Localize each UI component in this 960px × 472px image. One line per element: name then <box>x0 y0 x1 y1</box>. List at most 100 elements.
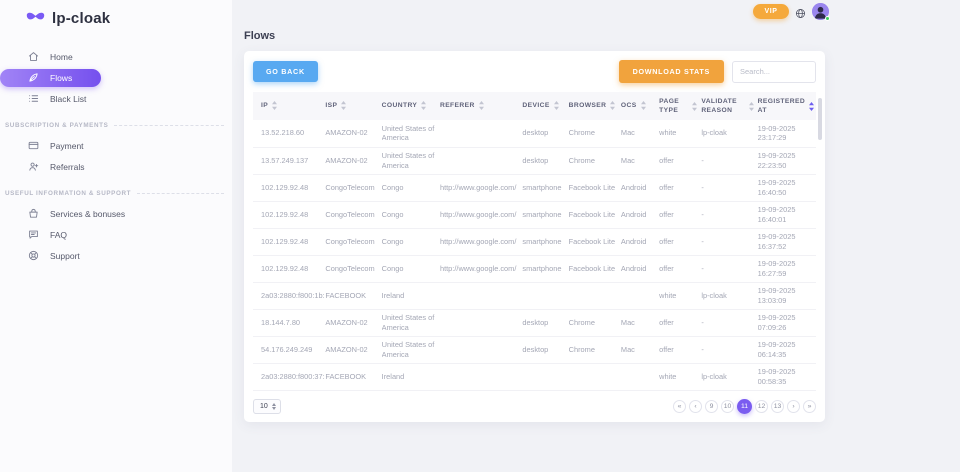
sidebar-item-payment[interactable]: Payment <box>0 136 232 156</box>
table-row[interactable]: 2a03:2880:f800:1b:: FACEBOOK Ireland whi… <box>253 282 816 310</box>
cell-browser: Chrome <box>568 120 621 148</box>
table-row[interactable]: 13.57.249.137 AMAZON-02 United States of… <box>253 147 816 175</box>
pagination-last-button[interactable]: » <box>803 399 816 413</box>
sidebar-item-services[interactable]: Services & bonuses <box>0 204 232 224</box>
table-column-header[interactable]: IP <box>253 92 326 120</box>
column-label: PAGE TYPE <box>659 97 680 114</box>
sort-icon[interactable] <box>421 101 427 111</box>
download-stats-button[interactable]: DOWNLOAD STATS <box>618 60 724 83</box>
cell-ocs <box>620 282 660 310</box>
column-label: COUNTRY <box>381 102 418 110</box>
page-number-button[interactable]: 10 <box>721 399 734 413</box>
cell-browser: Facebook Lite <box>568 201 621 229</box>
go-back-button[interactable]: GO BACK <box>253 61 318 82</box>
pagination: « ‹ 9 10 11 12 13 › » <box>673 398 816 414</box>
pagination-first-button[interactable]: « <box>673 399 686 413</box>
sidebar-item-blacklist[interactable]: Black List <box>0 89 232 109</box>
table-column-header[interactable]: DEVICE <box>522 92 569 120</box>
page-number-button[interactable]: 11 <box>737 398 752 414</box>
page-number-button[interactable]: 12 <box>755 399 768 413</box>
table-column-header[interactable]: OCS <box>620 92 660 120</box>
column-label: BROWSER <box>568 102 607 110</box>
cell-ocs: Mac <box>620 336 660 364</box>
vip-button[interactable]: VIP <box>753 4 789 19</box>
page-number-button[interactable]: 9 <box>705 399 718 413</box>
cell-ip: 2a03:2880:f800:1b:: <box>253 282 326 310</box>
cell-isp: AMAZON-02 <box>325 120 382 148</box>
cell-referer: http://www.google.com/ <box>439 255 523 283</box>
table-column-header[interactable]: REGISTERED AT <box>757 92 816 120</box>
cell-browser: Facebook Lite <box>568 228 621 256</box>
cell-validate-reason: lp-cloak <box>701 363 758 391</box>
stepper-icon <box>271 402 276 410</box>
sort-icon[interactable] <box>748 101 754 111</box>
page-number-button[interactable]: 13 <box>771 399 784 413</box>
table-row[interactable]: 2a03:2880:f800:37:: FACEBOOK Ireland whi… <box>253 363 816 391</box>
cell-device: smartphone <box>522 201 569 229</box>
table-row[interactable]: 13.52.218.60 AMAZON-02 United States of … <box>253 120 816 148</box>
sort-icon[interactable] <box>478 101 484 111</box>
search-input[interactable] <box>732 60 816 83</box>
cell-registered-at: 19-09-2025 22:23:50 <box>757 147 816 175</box>
main-content: Flows GO BACK DOWNLOAD STATS IP ISP <box>244 30 825 422</box>
table-row[interactable]: 102.129.92.48 CongoTelecom Congo http://… <box>253 255 816 283</box>
table-column-header[interactable]: BROWSER <box>568 92 621 120</box>
column-label: ISP <box>325 102 338 110</box>
table-column-header[interactable]: ISP <box>325 92 382 120</box>
sort-icon[interactable] <box>341 101 347 111</box>
sort-icon[interactable] <box>640 101 646 111</box>
cell-country: United States of America <box>381 147 440 175</box>
sort-icon[interactable] <box>553 101 559 111</box>
sidebar-item-referrals[interactable]: Referrals <box>0 157 232 177</box>
table-column-header[interactable]: VALIDATE REASON <box>701 92 758 120</box>
table-row[interactable]: 54.176.249.249 AMAZON-02 United States o… <box>253 336 816 364</box>
cell-ip: 13.57.249.137 <box>253 147 326 175</box>
table-column-header[interactable]: REFERER <box>439 92 523 120</box>
table-row[interactable]: 102.129.92.48 CongoTelecom Congo http://… <box>253 228 816 256</box>
cell-country: Congo <box>381 255 440 283</box>
sidebar-item-support[interactable]: Support <box>0 246 232 266</box>
cell-validate-reason: - <box>701 228 758 256</box>
cell-page-type: offer <box>659 201 702 229</box>
cell-referer <box>439 363 523 391</box>
column-label: REFERER <box>439 102 475 110</box>
pagination-prev-button[interactable]: ‹ <box>689 399 702 413</box>
table-row[interactable]: 102.129.92.48 CongoTelecom Congo http://… <box>253 174 816 202</box>
cell-ocs <box>620 363 660 391</box>
list-icon <box>28 93 39 106</box>
cell-device <box>522 363 569 391</box>
sidebar-item-faq[interactable]: FAQ <box>0 225 232 245</box>
sort-icon[interactable] <box>272 101 278 111</box>
cell-validate-reason: - <box>701 201 758 229</box>
card-toolbar: GO BACK DOWNLOAD STATS <box>253 60 816 83</box>
table-row[interactable]: 18.144.7.80 AMAZON-02 United States of A… <box>253 309 816 337</box>
cell-page-type: offer <box>659 228 702 256</box>
cell-ocs: Android <box>620 174 660 202</box>
cell-device: desktop <box>522 147 569 175</box>
language-globe-icon[interactable] <box>795 6 806 18</box>
cell-ip: 54.176.249.249 <box>253 336 326 364</box>
brand-name: lp-cloak <box>52 10 111 27</box>
table-column-header[interactable]: PAGE TYPE <box>659 92 702 120</box>
cell-referer <box>439 336 523 364</box>
cell-ip: 102.129.92.48 <box>253 174 326 202</box>
cell-country: United States of America <box>381 336 440 364</box>
sidebar-item-flows[interactable]: Flows <box>0 69 101 87</box>
sort-icon[interactable] <box>692 101 698 111</box>
sidebar: lp-cloak Home Flows Black List SUBSCRIPT… <box>0 0 232 472</box>
credit-card-icon <box>28 140 39 153</box>
user-avatar[interactable] <box>812 3 830 21</box>
table-column-header[interactable]: COUNTRY <box>381 92 440 120</box>
brand[interactable]: lp-cloak <box>0 0 232 27</box>
sort-icon[interactable] <box>809 101 815 111</box>
page-size-select[interactable]: 10 <box>253 398 281 414</box>
table-row[interactable]: 102.129.92.48 CongoTelecom Congo http://… <box>253 201 816 229</box>
cell-referer <box>439 120 523 148</box>
sort-icon[interactable] <box>610 101 616 111</box>
cell-page-type: white <box>659 282 702 310</box>
cell-device: desktop <box>522 336 569 364</box>
cell-ip: 18.144.7.80 <box>253 309 326 337</box>
table-scrollbar[interactable] <box>818 98 822 140</box>
pagination-next-button[interactable]: › <box>787 399 800 413</box>
sidebar-item-home[interactable]: Home <box>0 47 232 67</box>
